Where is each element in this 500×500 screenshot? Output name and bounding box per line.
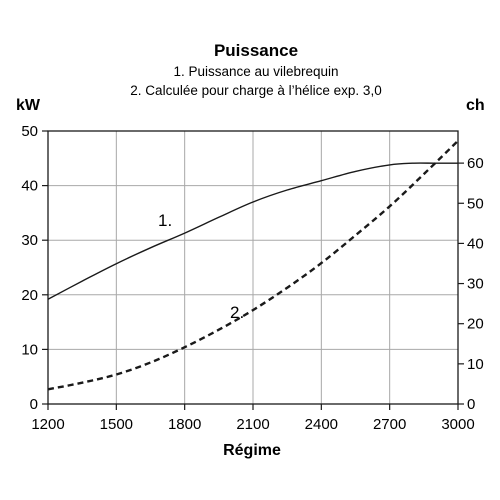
x-tick-label-5: 2700	[373, 416, 406, 433]
y-right-tick-label-5: 50	[467, 195, 484, 212]
x-axis-label: Régime	[223, 442, 281, 459]
plot-frame	[47, 130, 459, 405]
y-right-tick-label-2: 20	[467, 316, 484, 333]
y-left-tick-label-0: 0	[30, 396, 38, 413]
series-line-2	[47, 139, 459, 391]
y-right-tick-label-1: 10	[467, 356, 484, 373]
y-right-tick-label-0: 0	[467, 396, 475, 413]
y-left-tick-label-5: 50	[21, 123, 38, 140]
y-left-tick-label-4: 40	[21, 178, 38, 195]
chart-subtitle-line-1: 1. Puissance au vilebrequin	[173, 64, 338, 79]
x-tick-label-0: 1200	[31, 416, 64, 433]
axis-ticks: 1200 1500 1800 2100 2400 2700 3000 0 10 20 30 40 50 0…	[21, 123, 483, 433]
y-axis-right-unit: ch	[466, 97, 485, 114]
y-axis-left-unit: kW	[16, 97, 41, 114]
x-tick-label-3: 2100	[236, 416, 269, 433]
chart-title: Puissance	[214, 41, 298, 60]
y-right-tick-label-3: 30	[467, 276, 484, 293]
y-right-tick-label-4: 40	[467, 235, 484, 252]
y-left-tick-label-1: 10	[21, 341, 38, 358]
series-2-annotation: 2.	[230, 303, 244, 322]
x-tick-label-4: 2400	[305, 416, 338, 433]
x-tick-label-1: 1500	[100, 416, 133, 433]
y-left-tick-label-2: 20	[21, 287, 38, 304]
y-right-tick-label-6: 60	[467, 155, 484, 172]
series-line-1	[47, 162, 458, 300]
chart-subtitle-line-2: 2. Calculée pour charge à l’hélice exp. …	[130, 83, 381, 98]
series-1-annotation: 1.	[158, 211, 172, 230]
x-tick-label-6: 3000	[441, 416, 474, 433]
y-left-tick-label-3: 30	[21, 232, 38, 249]
series-group	[47, 139, 459, 391]
x-tick-label-2: 1800	[168, 416, 201, 433]
